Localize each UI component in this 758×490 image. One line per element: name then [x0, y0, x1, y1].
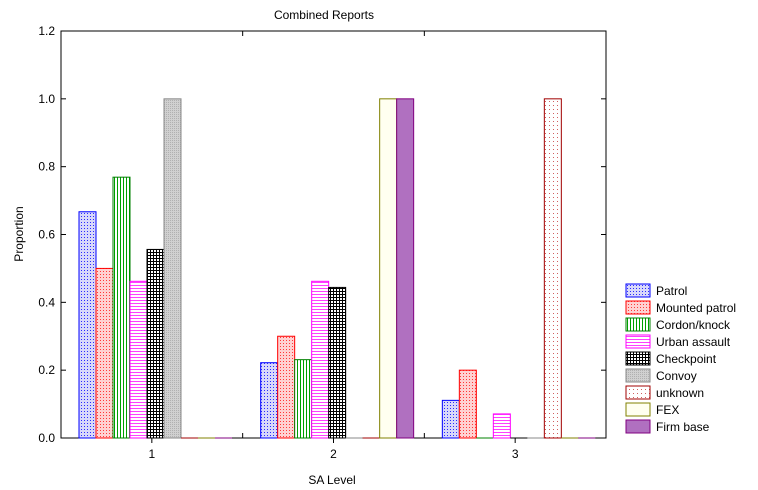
bars-layer	[78, 98, 596, 439]
legend-swatch	[625, 317, 651, 332]
chart-title: Combined Reports	[274, 8, 374, 22]
legend-label: Patrol	[656, 284, 687, 298]
y-tick-label: 1.2	[38, 24, 55, 38]
legend-swatch	[625, 351, 651, 366]
bar	[396, 98, 415, 439]
legend-label: Convoy	[656, 369, 697, 383]
bar	[379, 98, 398, 439]
legend-label: Cordon/knock	[656, 318, 731, 332]
legend-swatch	[625, 368, 651, 383]
bar	[112, 176, 131, 439]
bar	[543, 98, 562, 439]
bar	[163, 98, 182, 439]
legend-label: Firm base	[656, 420, 710, 434]
x-axis-label: SA Level	[308, 473, 355, 487]
bar	[492, 413, 511, 439]
x-tick-label: 1	[148, 447, 155, 461]
x-axis: 1 2 3	[148, 31, 519, 461]
legend: Patrol Mounted patrol Cordon/knock Urban as…	[625, 283, 736, 434]
bar	[328, 286, 347, 439]
y-tick-label: 0.6	[38, 228, 55, 242]
y-tick-label: 0.8	[38, 160, 55, 174]
legend-label: Checkpoint	[656, 352, 717, 366]
legend-label: Urban assault	[656, 335, 731, 349]
bar	[458, 369, 477, 439]
legend-swatch	[625, 300, 651, 315]
legend-swatch	[625, 419, 651, 434]
bar	[129, 280, 148, 439]
legend-label: Mounted patrol	[656, 301, 736, 315]
y-axis-label: Proportion	[12, 206, 26, 261]
bar	[311, 280, 330, 439]
y-tick-label: 0.0	[38, 431, 55, 445]
y-tick-label: 0.4	[38, 295, 55, 309]
legend-swatch	[625, 334, 651, 349]
y-axis: 0.0 0.2 0.4 0.6 0.8 1.0 1.2	[38, 24, 606, 445]
legend-label: FEX	[656, 403, 679, 417]
legend-swatch	[625, 402, 651, 417]
x-tick-label: 3	[512, 447, 519, 461]
bar	[441, 399, 460, 439]
legend-swatch	[625, 283, 651, 298]
bar	[294, 359, 313, 439]
y-tick-label: 1.0	[38, 92, 55, 106]
bar	[95, 267, 114, 439]
x-tick-label: 2	[330, 447, 337, 461]
bar	[260, 362, 279, 439]
legend-label: unknown	[656, 386, 704, 400]
bar	[78, 211, 97, 439]
legend-swatch	[625, 385, 651, 400]
bar	[146, 248, 165, 439]
y-tick-label: 0.2	[38, 363, 55, 377]
bar	[277, 335, 296, 439]
